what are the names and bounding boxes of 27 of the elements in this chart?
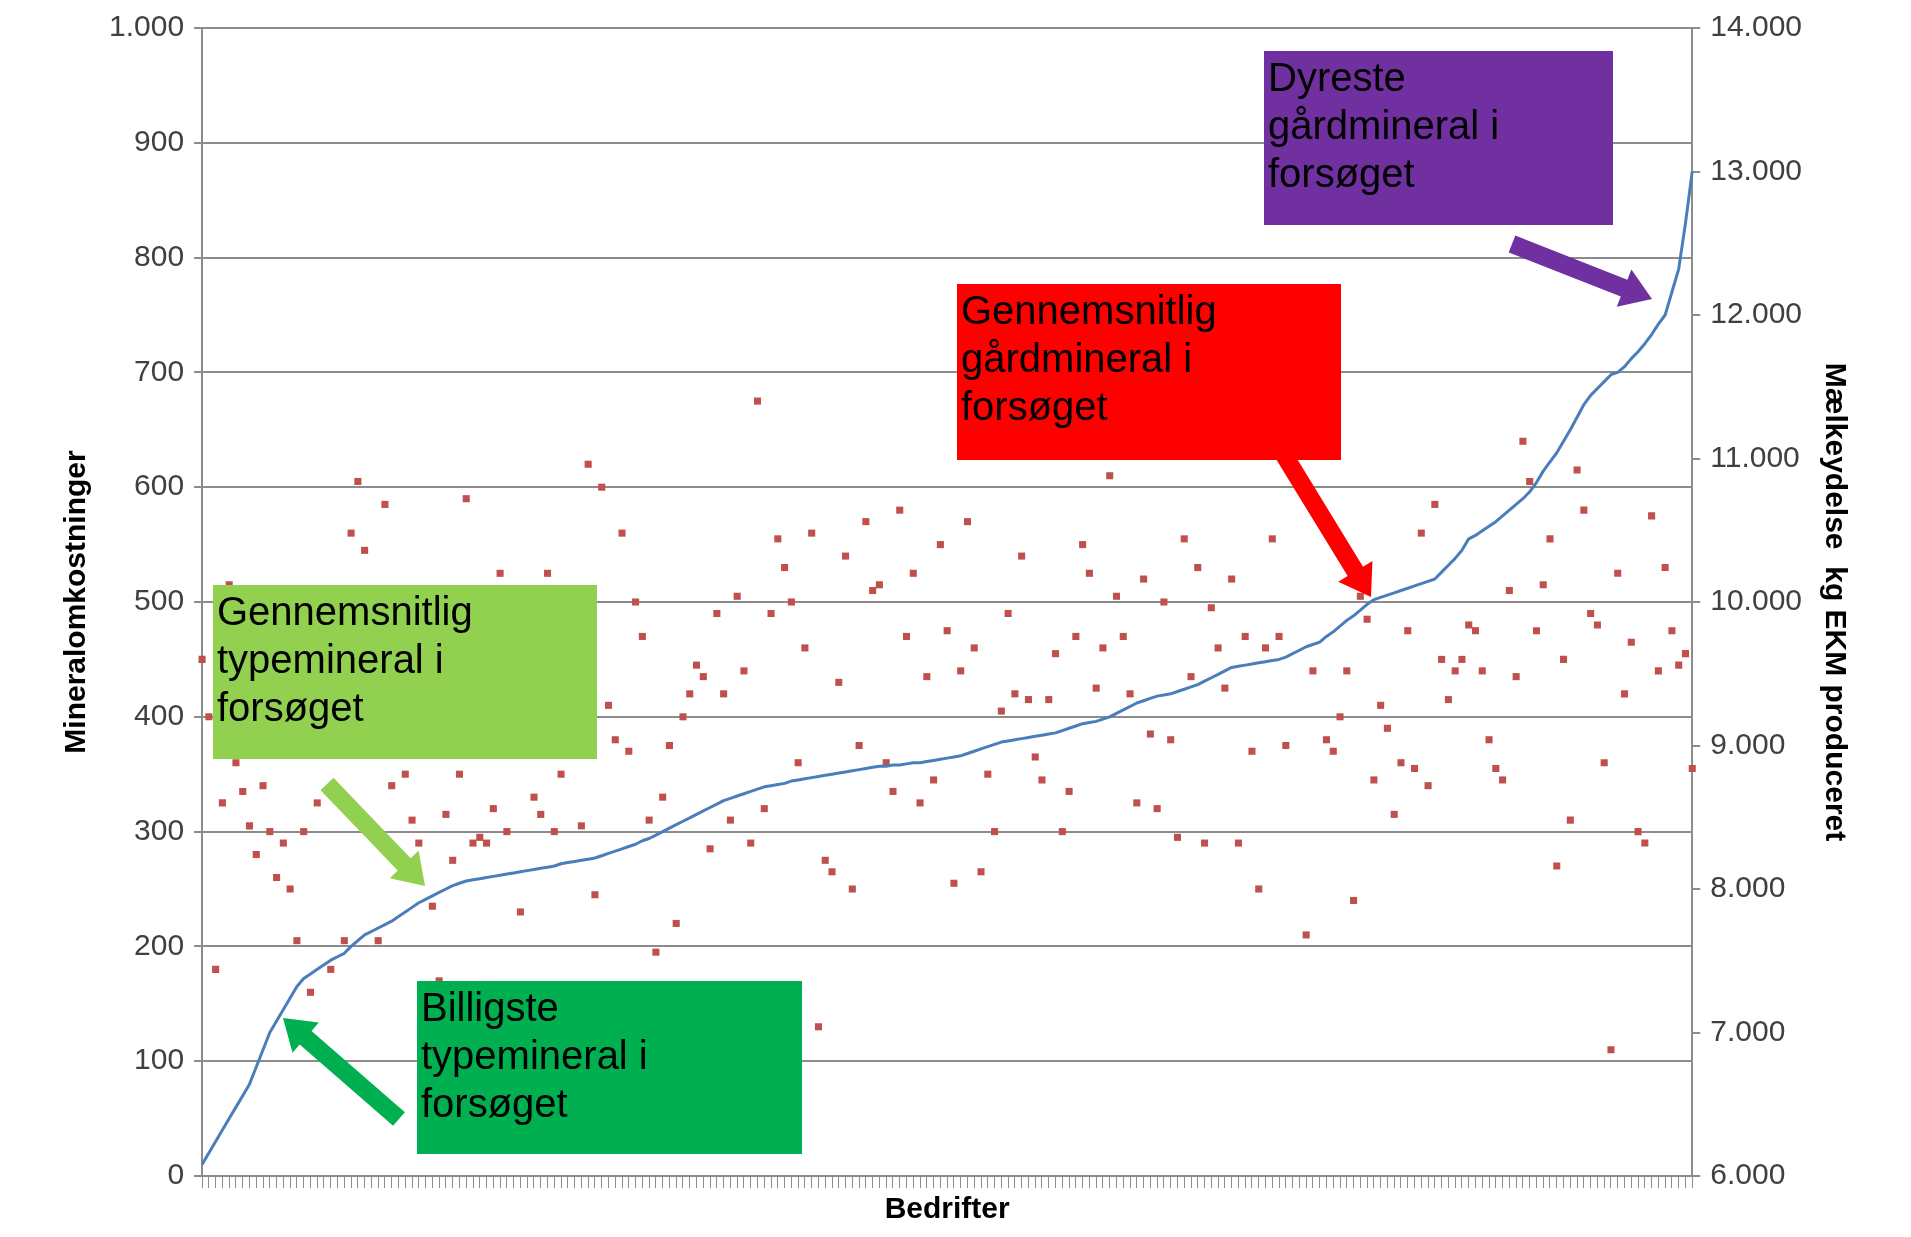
y2-tick-label: 14.000 [1710, 9, 1803, 43]
y2-tick-label: 11.000 [1710, 439, 1800, 473]
y2-tick-label: 12.000 [1710, 296, 1803, 330]
y-tick-label: 600 [134, 468, 185, 502]
label-box: Gennemsnitlig typemineral i forsøget [213, 585, 597, 759]
y-tick-label: 1.000 [109, 9, 185, 43]
label-box: Gennemsnitlig gårdmineral i forsøget [957, 284, 1341, 460]
y-tick-label: 900 [134, 124, 185, 158]
y-tick-label: 200 [134, 927, 185, 961]
y-tick-label: 800 [134, 238, 185, 272]
y-tick-label: 0 [167, 1157, 185, 1191]
y-tick-label: 100 [134, 1042, 185, 1076]
label-box: Dyreste gårdmineral i forsøget [1264, 51, 1613, 225]
y-tick-label: 300 [134, 812, 185, 846]
y2-tick-label: 6.000 [1710, 1157, 1786, 1191]
y2-tick-label: 8.000 [1710, 870, 1786, 904]
y-tick-label: 700 [134, 353, 185, 387]
y-tick-label: 500 [134, 583, 185, 617]
y2-axis-title: Mælkeydelse kg EKM produceret [1819, 362, 1853, 842]
y-tick-label: 400 [134, 698, 185, 732]
x-axis-title: Bedrifter [884, 1191, 1010, 1225]
y2-tick-label: 9.000 [1710, 726, 1786, 760]
y-axis-title: Mineralomkostninger [58, 449, 92, 754]
y2-tick-label: 7.000 [1710, 1013, 1786, 1047]
label-box: Billigste typemineral i forsøget [417, 981, 802, 1154]
y2-tick-label: 13.000 [1710, 152, 1803, 186]
y2-tick-label: 10.000 [1710, 583, 1803, 617]
